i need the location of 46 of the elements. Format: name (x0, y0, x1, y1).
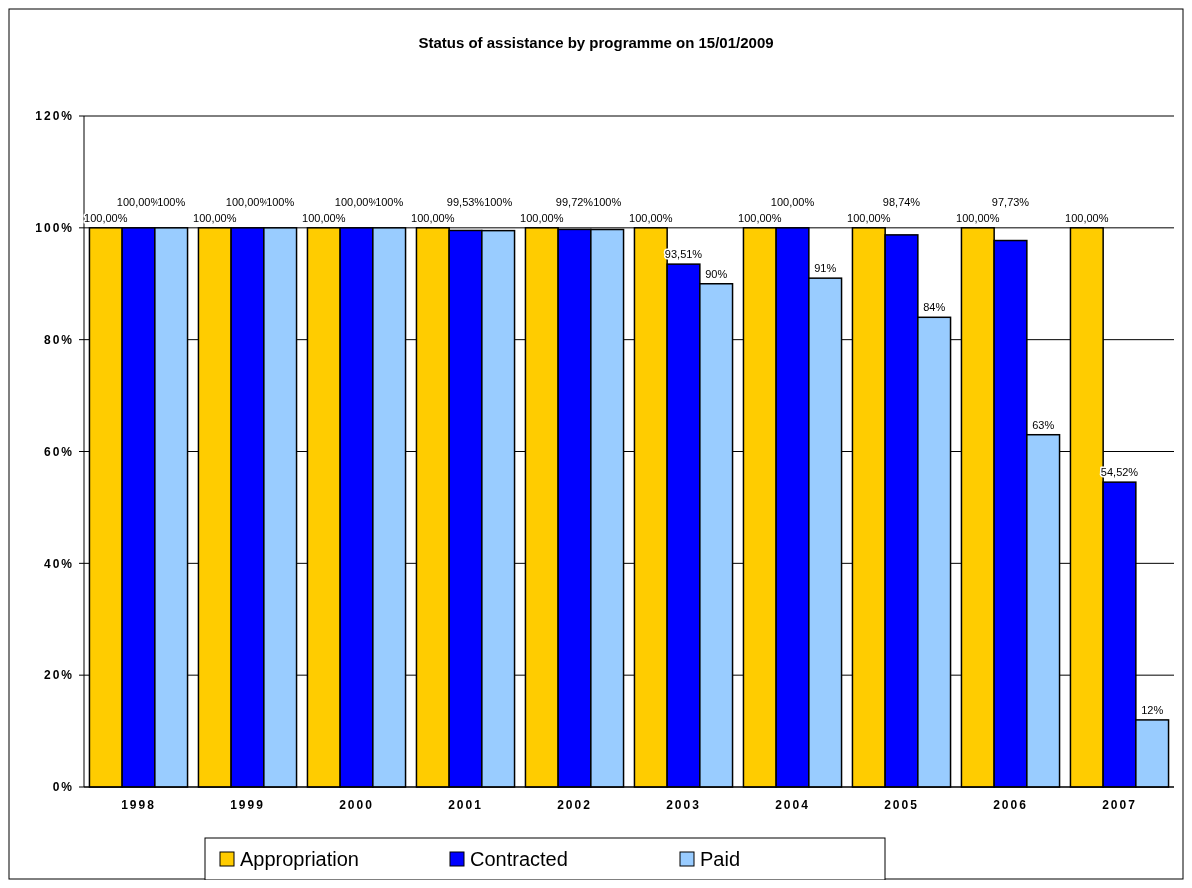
x-tick-label: 2002 (557, 798, 592, 812)
y-tick-label: 60% (43, 444, 74, 459)
data-label: 98,74% (882, 195, 921, 208)
y-tick-label: 80% (43, 332, 74, 347)
data-label: 84% (923, 301, 946, 314)
data-label: 100% (593, 195, 622, 208)
x-tick-label: 2000 (339, 798, 374, 812)
data-label: 91% (814, 262, 837, 275)
y-tick-label: 40% (43, 556, 74, 571)
y-tick-label: 0% (52, 780, 74, 795)
y-tick-label: 20% (43, 668, 74, 683)
data-label: 100,00% (770, 195, 815, 208)
data-label: 97,73% (991, 195, 1030, 208)
x-tick-label: 2003 (666, 798, 701, 812)
chart-title: Status of assistance by programme on 15/01/2009 (418, 34, 774, 51)
data-label: 100,00% (84, 211, 128, 224)
x-tick-label: 1999 (230, 798, 265, 812)
data-label: 100,00% (956, 211, 1000, 224)
x-tick-label: 2001 (448, 798, 483, 812)
data-label: 100,00% (629, 211, 673, 224)
y-tick-label: 100% (35, 221, 74, 236)
x-tick-label: 2004 (775, 798, 810, 812)
data-label: 63% (1032, 418, 1055, 431)
data-label: 100% (375, 195, 404, 208)
data-label: 100,00% (302, 211, 346, 224)
data-label: 90% (705, 267, 728, 280)
y-tick-label: 120% (35, 109, 74, 124)
legend-label: Paid (700, 848, 741, 870)
data-label: 100,00% (1065, 211, 1109, 224)
data-label: 100% (266, 195, 295, 208)
x-tick-label: 2007 (1102, 798, 1137, 812)
data-label: 99,53% (446, 195, 485, 208)
data-label: 100% (157, 195, 186, 208)
data-label: 100,00% (520, 211, 564, 224)
data-label: 100% (484, 195, 513, 208)
data-label: 100,00% (847, 211, 891, 224)
legend-label: Appropriation (240, 848, 359, 870)
data-label: 100,00% (193, 211, 237, 224)
legend-label: Contracted (470, 848, 568, 870)
data-label: 100,00% (738, 211, 782, 224)
data-label: 12% (1141, 703, 1164, 716)
x-tick-label: 1998 (121, 798, 156, 812)
x-tick-label: 2005 (884, 798, 919, 812)
data-label: 99,72% (555, 195, 594, 208)
data-label: 100,00% (411, 211, 455, 224)
x-tick-label: 2006 (993, 798, 1028, 812)
